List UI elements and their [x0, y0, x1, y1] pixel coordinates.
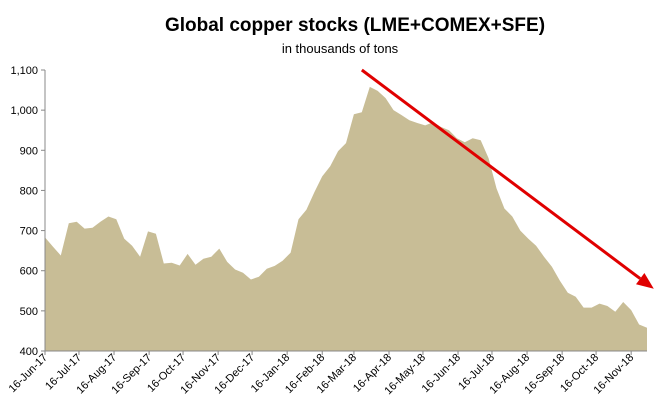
x-axis: 16-Jun-1716-Jul-1716-Aug-1716-Sep-1716-O… [7, 350, 647, 397]
y-tick-label: 1,100 [10, 65, 38, 77]
y-tick-label: 400 [20, 346, 38, 358]
y-tick-label: 600 [20, 266, 38, 278]
y-tick-label: 500 [20, 306, 38, 318]
trend-arrow-line [360, 68, 642, 280]
x-tick-label: 16-Jun-18 [420, 352, 464, 396]
x-tick-label: 16-Jun-17 [7, 352, 51, 396]
chart-subtitle: in thousands of tons [282, 41, 399, 56]
area-series [45, 86, 647, 352]
plot-area [45, 86, 647, 352]
y-axis: 400 500 600 700 800 900 1,000 1,100 [10, 65, 46, 358]
y-tick-label: 700 [20, 226, 38, 238]
trend-arrow-layer [360, 68, 654, 289]
y-tick-label: 1,000 [10, 105, 38, 117]
y-tick-label: 800 [20, 185, 38, 197]
chart-title: Global copper stocks (LME+COMEX+SFE) [165, 15, 545, 36]
y-tick-label: 900 [20, 145, 38, 157]
trend-arrow-head [636, 273, 654, 289]
